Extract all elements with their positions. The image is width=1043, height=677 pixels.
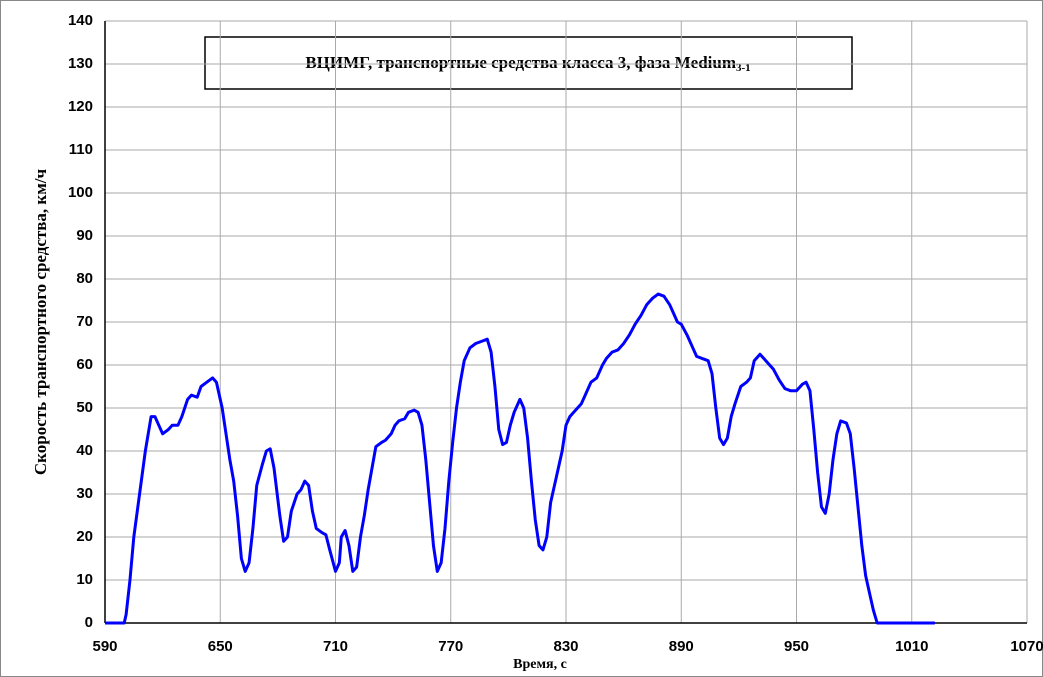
y-tick-label: 90 bbox=[76, 227, 93, 244]
x-tick-label: 1010 bbox=[895, 638, 928, 655]
x-tick-label: 770 bbox=[438, 638, 463, 655]
x-tick-label: 710 bbox=[323, 638, 348, 655]
y-tick-label: 60 bbox=[76, 356, 93, 373]
y-tick-label: 80 bbox=[76, 270, 93, 287]
y-tick-label: 100 bbox=[68, 184, 93, 201]
y-axis-label: Скорость транспортного средства, км/ч bbox=[31, 168, 50, 475]
x-tick-label: 950 bbox=[784, 638, 809, 655]
x-tick-label: 830 bbox=[553, 638, 578, 655]
x-tick-label: 650 bbox=[208, 638, 233, 655]
x-axis-label: Время, с bbox=[513, 657, 567, 672]
chart-title: ВЦИМГ, транспортные средства класса 3, ф… bbox=[305, 53, 750, 74]
x-tick-label: 1070 bbox=[1010, 638, 1043, 655]
y-tick-label: 10 bbox=[76, 571, 93, 588]
x-tick-label: 590 bbox=[92, 638, 117, 655]
y-tick-label: 120 bbox=[68, 98, 93, 115]
title-box bbox=[204, 36, 853, 90]
data-line bbox=[105, 292, 935, 625]
y-tick-label: 70 bbox=[76, 313, 93, 330]
y-tick-label: 40 bbox=[76, 442, 93, 459]
y-tick-label: 110 bbox=[69, 141, 93, 158]
y-tick-label: 20 bbox=[76, 528, 93, 545]
y-tick-label: 0 bbox=[85, 614, 93, 631]
x-tick-label: 890 bbox=[669, 638, 694, 655]
y-tick-label: 130 bbox=[68, 55, 93, 72]
title-subscript: 3-1 bbox=[736, 62, 751, 74]
title-main: ВЦИМГ, транспортные средства класса 3, ф… bbox=[305, 53, 736, 72]
y-tick-label: 30 bbox=[76, 485, 93, 502]
y-tick-label: 50 bbox=[76, 399, 93, 416]
y-tick-label: 140 bbox=[68, 12, 93, 29]
